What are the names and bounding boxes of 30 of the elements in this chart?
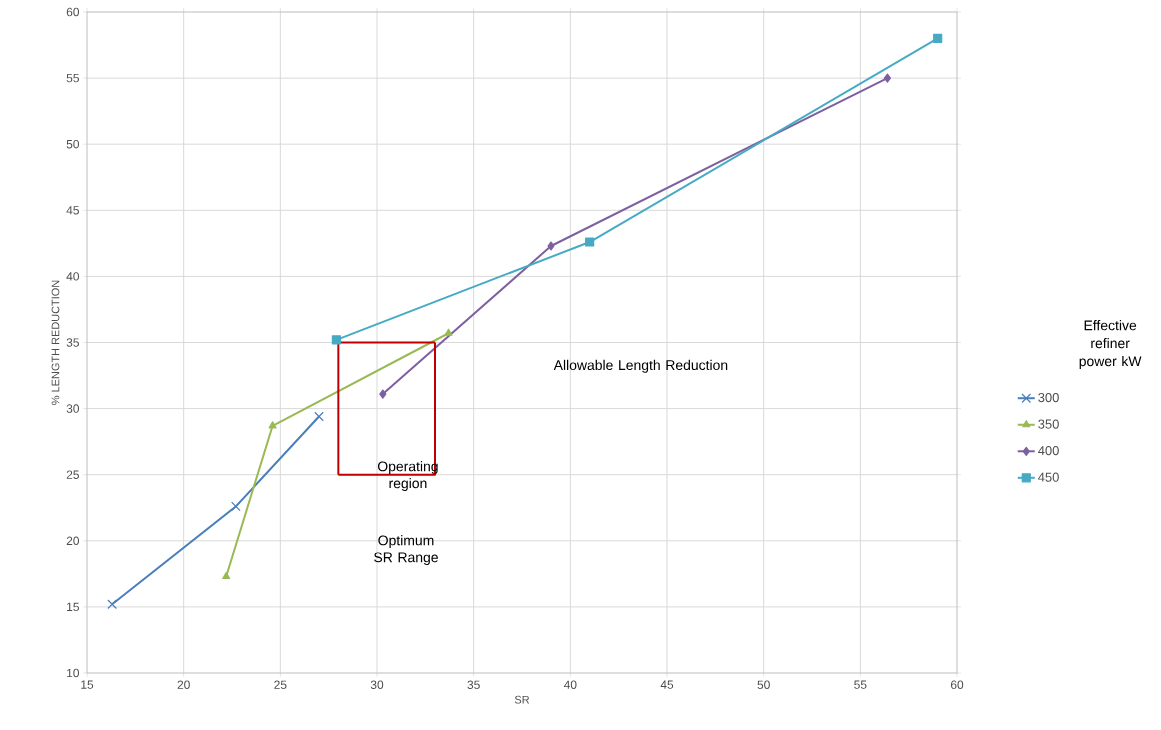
x-tick-label: 30 — [370, 680, 384, 689]
y-tick-label: 25 — [66, 470, 79, 479]
x-tick-label: 60 — [950, 680, 964, 689]
legend-title: Effective refiner power kW — [1079, 320, 1142, 369]
x-tick-label: 25 — [274, 680, 287, 689]
y-tick-label: 10 — [67, 668, 80, 678]
y-tick-label: 20 — [66, 536, 80, 546]
y-tick-label: 15 — [67, 602, 79, 612]
y-tick-label: 30 — [66, 404, 80, 413]
x-tick-label: 45 — [660, 680, 674, 689]
x-tick-label: 40 — [563, 680, 577, 689]
x-tick-label: 35 — [467, 680, 480, 689]
legend-label: 450 — [1038, 472, 1059, 482]
y-tick-label: 45 — [66, 206, 79, 215]
legend-label: 350 — [1038, 419, 1059, 429]
x-tick-label: 55 — [854, 680, 867, 689]
y-tick-label: 35 — [66, 338, 79, 347]
annotation: Allowable Length Reduction — [553, 359, 728, 373]
y-tick-label: 60 — [66, 7, 80, 17]
y-tick-label: 50 — [66, 139, 80, 149]
legend-label: 400 — [1038, 446, 1059, 456]
y-axis-title: % LENGTH REDUCTION — [51, 280, 60, 405]
x-tick-label: 20 — [177, 680, 190, 689]
y-tick-label: 55 — [66, 73, 79, 83]
x-axis-title: SR — [514, 695, 530, 704]
legend-label: 300 — [1038, 392, 1059, 403]
x-tick-label: 15 — [81, 680, 94, 689]
x-tick-label: 50 — [757, 680, 770, 689]
annotation: Optimum SR Range — [374, 535, 438, 566]
y-tick-label: 40 — [66, 272, 80, 281]
